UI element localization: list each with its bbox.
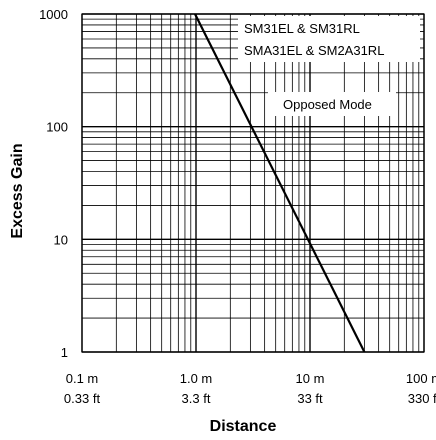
y-tick-label: 100 (46, 120, 68, 135)
x-tick-label-m: 10 m (296, 371, 325, 386)
plot-frame (81, 13, 425, 353)
y-tick-label: 1000 (39, 7, 68, 22)
legend-entry-2: SMA31EL & SM2A31RL (244, 43, 384, 58)
legend: SM31EL & SM31RL SMA31EL & SM2A31RL Oppos… (238, 16, 420, 116)
y-tick-label: 10 (54, 232, 68, 247)
x-tick-label-m: 0.1 m (66, 371, 99, 386)
x-axis-title: Distance (210, 418, 277, 435)
x-tick-labels: 0.1 m 0.33 ft 1.0 m 3.3 ft 10 m 33 ft 100 m 330… (64, 371, 436, 406)
y-tick-labels: 1 10 100 1000 (39, 7, 68, 360)
y-tick-label: 1 (61, 345, 68, 360)
x-tick-label-m: 1.0 m (180, 371, 213, 386)
y-axis-title: Excess Gain (9, 143, 26, 238)
series-line-1 (194, 13, 366, 353)
x-tick-label-m: 100 m (406, 371, 436, 386)
mode-label: Opposed Mode (283, 97, 372, 112)
series-group (194, 13, 366, 353)
x-tick-label-ft: 33 ft (297, 391, 323, 406)
legend-entry-1: SM31EL & SM31RL (244, 21, 360, 36)
x-tick-label-ft: 3.3 ft (182, 391, 211, 406)
x-tick-label-ft: 330 ft (408, 391, 436, 406)
x-tick-label-ft: 0.33 ft (64, 391, 101, 406)
mode-box (268, 92, 396, 116)
legend-box (238, 16, 420, 62)
grid (81, 13, 425, 353)
